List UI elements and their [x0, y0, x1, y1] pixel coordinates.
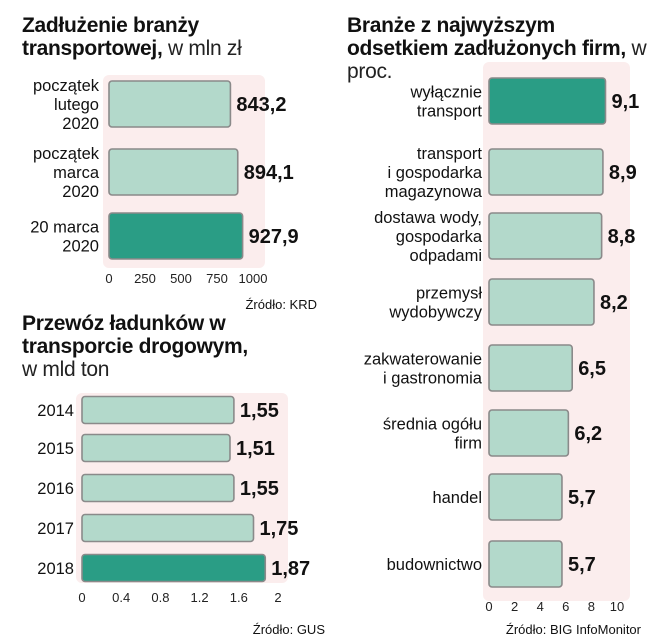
- sectors-category-label: i gastronomia: [383, 370, 483, 388]
- freight-category-label: 2017: [37, 520, 74, 538]
- freight-source: Źródło: GUS: [252, 622, 325, 637]
- sectors-category-label: handel: [432, 489, 482, 507]
- debt-tick-label: 0: [105, 271, 112, 286]
- sectors-bar: [488, 473, 563, 521]
- freight-chart-title: Przewóz ładunków w transporcie drogowym,…: [22, 312, 252, 381]
- debt-tick-label: 1000: [239, 271, 268, 286]
- freight-category-label: 2018: [37, 560, 74, 578]
- sectors-value-label: 5,7: [568, 554, 596, 576]
- sectors-category-label: transport: [417, 145, 483, 163]
- sectors-source: Źródło: BIG InfoMonitor: [505, 622, 641, 637]
- debt-bar: [108, 80, 232, 128]
- sectors-tick-label: 10: [610, 599, 624, 614]
- freight-tick-label: 0: [78, 590, 85, 605]
- freight-tick-label: 2: [274, 590, 281, 605]
- freight-title-bold: Przewóz ładunków w transporcie drogowym,: [22, 312, 248, 358]
- debt-category-label: początek: [33, 145, 100, 163]
- freight-bar: [81, 473, 235, 503]
- freight-tick-label: 0.4: [112, 590, 130, 605]
- freight-value-label: 1,55: [240, 478, 279, 500]
- sectors-category-label: zakwaterowanie: [364, 351, 482, 369]
- debt-category-label: marca: [53, 164, 100, 182]
- sectors-category-label: transport: [417, 103, 483, 121]
- freight-tick-label: 1.6: [230, 590, 248, 605]
- sectors-bar: [488, 77, 607, 125]
- freight-value-label: 1,87: [271, 558, 310, 580]
- sectors-bar: [488, 409, 570, 457]
- debt-value-label: 927,9: [249, 226, 299, 248]
- sectors-plot-background: [483, 62, 630, 601]
- debt-category-label: 2020: [62, 115, 99, 133]
- debt-category-label: 2020: [62, 183, 99, 201]
- debt-category-label: lutego: [54, 96, 99, 114]
- debt-title-unit: w mln zł: [168, 37, 242, 60]
- sectors-value-label: 6,2: [574, 423, 602, 445]
- freight-tick-label: 1.2: [191, 590, 209, 605]
- freight-bar: [81, 433, 231, 463]
- sectors-bar: [488, 344, 573, 392]
- freight-category-label: 2014: [37, 402, 74, 420]
- sectors-value-label: 6,5: [578, 358, 606, 380]
- freight-category-label: 2015: [37, 440, 74, 458]
- debt-category-label: początek: [33, 77, 100, 95]
- sectors-tick-label: 8: [588, 599, 595, 614]
- debt-bar: [108, 212, 244, 260]
- freight-category-label: 2016: [37, 480, 74, 498]
- sectors-bar: [488, 212, 603, 260]
- freight-bar: [81, 395, 235, 425]
- sectors-value-label: 9,1: [611, 91, 639, 113]
- sectors-title-unit: w proc.: [347, 37, 647, 83]
- sectors-value-label: 8,9: [609, 162, 637, 184]
- debt-value-label: 843,2: [236, 94, 286, 116]
- sectors-tick-label: 6: [562, 599, 569, 614]
- sectors-category-label: firm: [455, 435, 483, 453]
- freight-tick-label: 0.8: [151, 590, 169, 605]
- sectors-value-label: 8,2: [600, 292, 628, 314]
- sectors-value-label: 5,7: [568, 487, 596, 509]
- freight-value-label: 1,75: [260, 518, 299, 540]
- debt-bar: [108, 148, 239, 196]
- freight-bar: [81, 513, 255, 543]
- sectors-category-label: budownictwo: [387, 556, 482, 574]
- debt-tick-label: 750: [206, 271, 228, 286]
- debt-source: Źródło: KRD: [245, 297, 317, 312]
- sectors-category-label: przemysł: [416, 285, 482, 303]
- freight-bar: [81, 553, 267, 583]
- sectors-bar: [488, 148, 604, 196]
- sectors-category-label: odpadami: [410, 247, 482, 265]
- debt-chart-title: Zadłużenie branży transportowej, w mln z…: [22, 14, 322, 60]
- freight-value-label: 1,55: [240, 400, 279, 422]
- sectors-category-label: gospodarka: [396, 228, 483, 246]
- sectors-category-label: dostawa wody,: [374, 209, 482, 227]
- sectors-tick-label: 0: [485, 599, 492, 614]
- sectors-title-bold: Branże z najwyższym odsetkiem zadłużonyc…: [347, 14, 626, 60]
- sectors-category-label: wydobywczy: [388, 304, 482, 322]
- freight-title-unit: w mld ton: [22, 358, 110, 381]
- debt-tick-label: 500: [170, 271, 192, 286]
- sectors-bar: [488, 540, 563, 588]
- sectors-bar: [488, 278, 595, 326]
- debt-value-label: 894,1: [244, 162, 294, 184]
- debt-category-label: 2020: [62, 238, 99, 256]
- sectors-category-label: średnia ogółu: [383, 416, 482, 434]
- debt-title-bold: Zadłużenie branży transportowej,: [22, 14, 199, 60]
- sectors-category-label: i gospodarka: [388, 164, 483, 182]
- freight-value-label: 1,51: [236, 438, 275, 460]
- sectors-tick-label: 4: [537, 599, 544, 614]
- sectors-tick-label: 2: [511, 599, 518, 614]
- debt-tick-label: 250: [134, 271, 156, 286]
- debt-category-label: 20 marca: [30, 219, 100, 237]
- sectors-category-label: magazynowa: [385, 183, 483, 201]
- sectors-category-label: wyłącznie: [409, 84, 482, 102]
- sectors-value-label: 8,8: [608, 226, 636, 248]
- sectors-chart-title: Branże z najwyższym odsetkiem zadłużonyc…: [347, 14, 655, 83]
